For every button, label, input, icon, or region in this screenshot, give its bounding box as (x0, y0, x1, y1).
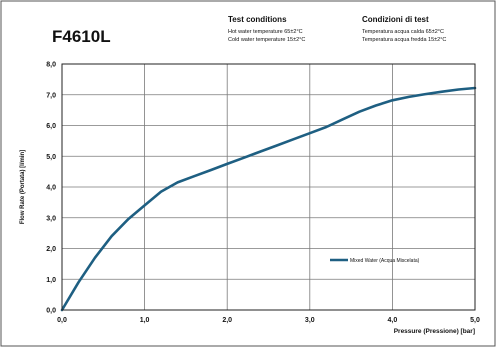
legend-label: Mixed Water (Acqua Miscelata) (350, 258, 420, 264)
acqua-fredda-condition: Temperatura acqua fredda 15±2°C (362, 37, 446, 43)
y-tick-label: 2,0 (46, 246, 56, 253)
y-tick-label: 0,0 (46, 308, 56, 315)
y-tick-label: 5,0 (46, 154, 56, 161)
hot-water-condition: Hot water temperature 65±2°C (228, 29, 303, 35)
series-layer (60, 86, 477, 312)
x-tick-label: 2,0 (222, 317, 232, 324)
y-tick-label: 8,0 (46, 62, 56, 69)
x-tick-label: 4,0 (388, 317, 398, 324)
axis-ticks: 0,0 1,0 2,0 3,0 4,0 5,0 0,0 1,0 2,0 3,0 4,0 5,0 6,0 7… (46, 62, 480, 325)
x-tick-label: 3,0 (305, 317, 315, 324)
y-tick-label: 1,0 (46, 277, 56, 284)
series-line (60, 86, 477, 312)
x-tick-label: 5,0 (470, 317, 480, 324)
y-tick-label: 7,0 (46, 92, 56, 99)
legend: Mixed Water (Acqua Miscelata) (330, 258, 420, 264)
cold-water-condition: Cold water temperature 15±2°C (228, 37, 305, 43)
y-tick-label: 3,0 (46, 215, 56, 222)
test-conditions-title: Test conditions (228, 15, 287, 24)
acqua-calda-condition: Temperatura acqua calda 65±2°C (362, 29, 444, 35)
x-tick-label: 1,0 (140, 317, 150, 324)
y-axis-label: Flow Rate (Portata) [l/min] (20, 150, 26, 224)
y-tick-label: 6,0 (46, 123, 56, 130)
y-tick-label: 4,0 (46, 185, 56, 192)
condizioni-title: Condizioni di test (362, 15, 429, 24)
x-axis-label: Pressure (Pressione) [bar] (394, 328, 475, 335)
model-title: F4610L (52, 27, 111, 46)
x-tick-label: 0,0 (57, 317, 67, 324)
plot-border (61, 63, 476, 311)
